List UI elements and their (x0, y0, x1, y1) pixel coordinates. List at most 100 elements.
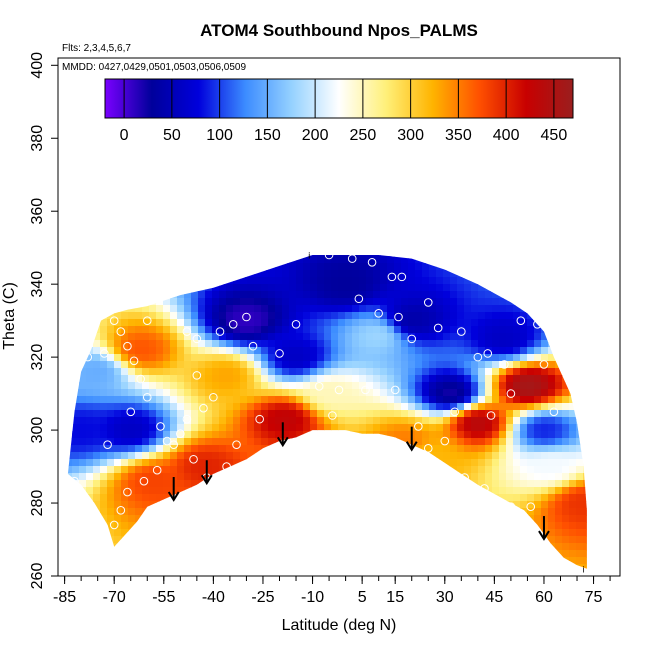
heatmap-cell (254, 340, 262, 348)
heatmap-cell (324, 382, 332, 390)
heatmap-cell (562, 214, 570, 222)
heatmap-cell (576, 529, 584, 537)
heatmap-cell (590, 361, 598, 369)
heatmap-cell (268, 459, 276, 467)
heatmap-cell (156, 340, 164, 348)
heatmap-cell (548, 368, 556, 376)
y-tick-label: 300 (29, 417, 46, 444)
heatmap-cell (415, 494, 423, 502)
heatmap-cell (65, 200, 73, 208)
heatmap-cell (471, 543, 479, 551)
heatmap-cell (604, 368, 612, 376)
heatmap-cell (212, 410, 220, 418)
heatmap-cell (240, 501, 248, 509)
heatmap-cell (499, 235, 507, 243)
heatmap-cell (170, 424, 178, 432)
heatmap-cell (618, 291, 626, 299)
heatmap-cell (303, 515, 311, 523)
heatmap-cell (436, 375, 444, 383)
heatmap-cell (107, 438, 115, 446)
heatmap-cell (352, 340, 360, 348)
heatmap-cell (415, 508, 423, 516)
heatmap-cell (240, 529, 248, 537)
heatmap-cell (289, 410, 297, 418)
heatmap-cell (422, 242, 430, 250)
heatmap-cell (212, 319, 220, 327)
heatmap-cell (408, 550, 416, 558)
heatmap-cell (275, 403, 283, 411)
heatmap-cell (121, 550, 129, 558)
heatmap-cell (597, 403, 605, 411)
heatmap-cell (324, 291, 332, 299)
heatmap-cell (205, 361, 213, 369)
heatmap-cell (527, 242, 535, 250)
heatmap-cell (478, 368, 486, 376)
heatmap-cell (177, 452, 185, 460)
heatmap-cell (520, 242, 528, 250)
heatmap-cell (128, 431, 136, 439)
heatmap-cell (170, 235, 178, 243)
heatmap-cell (366, 207, 374, 215)
heatmap-cell (520, 529, 528, 537)
heatmap-cell (247, 403, 255, 411)
heatmap-cell (86, 508, 94, 516)
heatmap-cell (485, 445, 493, 453)
heatmap-cell (513, 536, 521, 544)
heatmap-cell (429, 284, 437, 292)
sample-point (473, 352, 483, 362)
heatmap-cell (184, 543, 192, 551)
heatmap-cell (261, 536, 269, 544)
heatmap-cell (457, 431, 465, 439)
flights-note: Flts: 2,3,4,5,6,7 (62, 43, 131, 54)
heatmap-cell (86, 557, 94, 565)
heatmap-cell (58, 396, 66, 404)
heatmap-cell (331, 347, 339, 355)
heatmap-cell (240, 396, 248, 404)
heatmap-cell (394, 501, 402, 509)
heatmap-cell (135, 403, 143, 411)
heatmap-cell (296, 501, 304, 509)
heatmap-cell (359, 431, 367, 439)
heatmap-cell (331, 256, 339, 264)
heatmap-cell (345, 529, 353, 537)
heatmap-cell (611, 389, 619, 397)
heatmap-cell (247, 200, 255, 208)
heatmap-cell (373, 487, 381, 495)
heatmap-cell (268, 494, 276, 502)
heatmap-cell (541, 255, 549, 257)
heatmap-cell (618, 298, 626, 306)
heatmap-cell (212, 242, 220, 250)
sample-point (129, 356, 139, 366)
heatmap-cell (436, 263, 444, 271)
heatmap-cell (170, 221, 178, 229)
heatmap-cell (464, 347, 472, 355)
heatmap-cell (499, 543, 507, 551)
heatmap-cell (142, 508, 150, 516)
heatmap-cell (86, 340, 94, 348)
heatmap-cell (268, 319, 276, 327)
heatmap-cell (247, 214, 255, 222)
heatmap-cell (541, 200, 549, 208)
heatmap-cell (464, 375, 472, 383)
heatmap-cell (464, 200, 472, 208)
heatmap-cell (583, 452, 587, 460)
heatmap-cell (191, 277, 199, 285)
heatmap-cell (268, 396, 276, 404)
heatmap-cell (240, 270, 248, 278)
heatmap-cell (569, 298, 577, 306)
heatmap-cell (422, 487, 430, 495)
heatmap-cell (576, 508, 584, 516)
heatmap-cell (457, 487, 465, 495)
heatmap-cell (569, 305, 577, 313)
heatmap-cell (114, 221, 122, 229)
heatmap-cell (275, 263, 283, 271)
heatmap-cell (282, 501, 290, 509)
heatmap-cell (275, 487, 283, 495)
heatmap-cell (471, 242, 479, 250)
heatmap-cell (93, 347, 101, 355)
heatmap-cell (156, 424, 164, 432)
heatmap-cell (464, 501, 472, 509)
heatmap-cell (513, 298, 521, 306)
heatmap-cell (121, 410, 129, 418)
heatmap-cell (338, 431, 346, 439)
